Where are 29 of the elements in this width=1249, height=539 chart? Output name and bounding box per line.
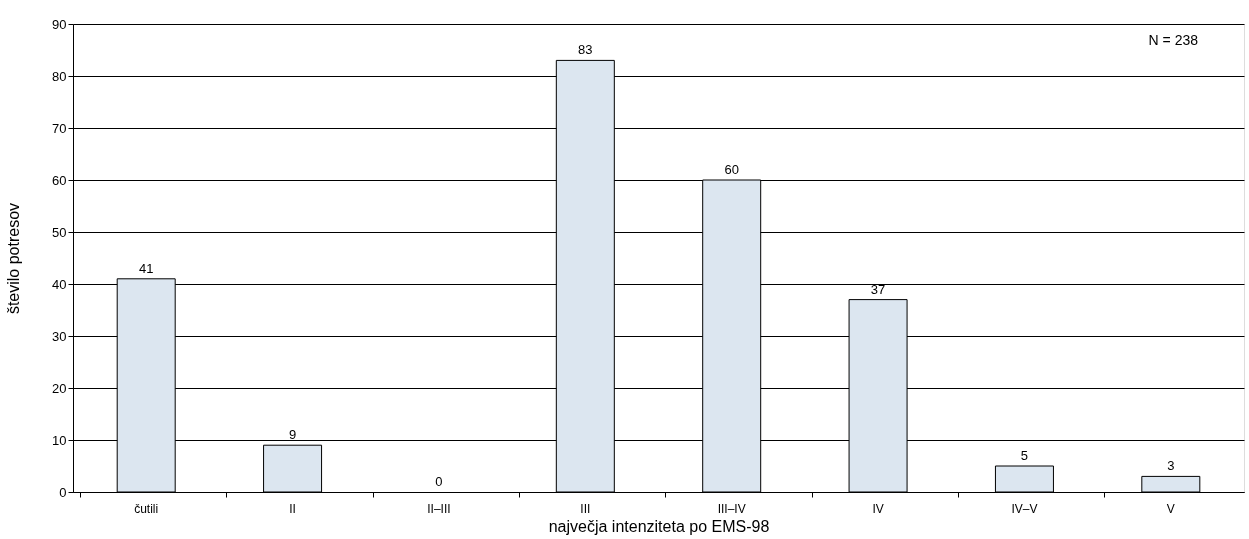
y-axis-title: število potresov [5,202,23,315]
x-tick-label: IV–V [1011,501,1038,516]
y-tick-label: 80 [52,68,67,84]
data-label: 60 [724,162,739,177]
data-label: 37 [870,281,886,297]
x-tick-label: III–IV [717,501,746,516]
data-label: 0 [435,474,443,489]
x-tick-label: IV [872,501,884,516]
x-tick-label: V [1166,501,1175,516]
data-label: 5 [1020,448,1029,463]
y-tick-label: 40 [52,276,67,292]
x-tick-label: II–III [427,501,451,516]
y-tick-label: 60 [52,172,67,188]
x-axis-title: največja intenziteta po EMS-98 [548,517,770,535]
data-label: 3 [1167,458,1175,474]
y-tick-label: 10 [52,432,67,448]
x-tick-label: čutili [134,501,159,516]
y-tick-label: 70 [52,120,67,136]
y-tick-label: 30 [52,328,67,344]
y-tick-label: 20 [52,380,67,396]
y-tick-label: 90 [52,16,67,32]
data-label: 41 [138,260,154,276]
data-label: 9 [288,427,297,443]
x-tick-label: II [289,501,296,516]
x-tick-label: III [580,501,591,516]
y-tick-label: 0 [59,484,67,500]
annotation: N = 238 [1148,32,1199,48]
y-tick-label: 50 [52,224,67,240]
data-label: 83 [578,42,593,58]
